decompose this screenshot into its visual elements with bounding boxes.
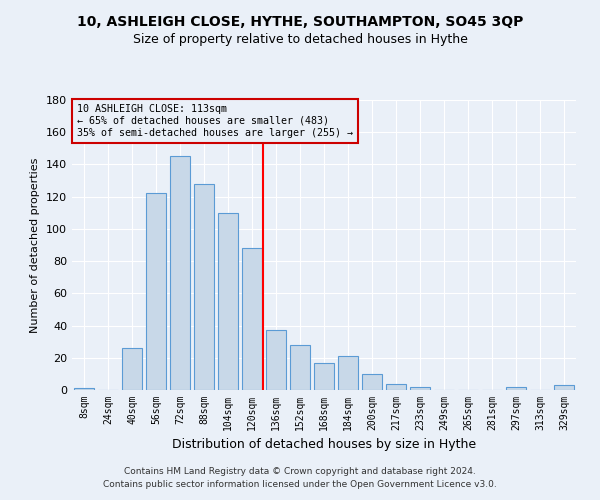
- Bar: [122, 348, 142, 390]
- Bar: [170, 156, 190, 390]
- Text: 10, ASHLEIGH CLOSE, HYTHE, SOUTHAMPTON, SO45 3QP: 10, ASHLEIGH CLOSE, HYTHE, SOUTHAMPTON, …: [77, 15, 523, 29]
- Bar: [506, 387, 526, 390]
- Bar: [194, 184, 214, 390]
- Bar: [410, 387, 430, 390]
- Bar: [146, 194, 166, 390]
- Bar: [74, 388, 94, 390]
- Text: Size of property relative to detached houses in Hythe: Size of property relative to detached ho…: [133, 32, 467, 46]
- Bar: [314, 362, 334, 390]
- Bar: [218, 213, 238, 390]
- Bar: [266, 330, 286, 390]
- Text: Contains HM Land Registry data © Crown copyright and database right 2024.: Contains HM Land Registry data © Crown c…: [124, 467, 476, 476]
- Bar: [338, 356, 358, 390]
- Bar: [554, 385, 574, 390]
- X-axis label: Distribution of detached houses by size in Hythe: Distribution of detached houses by size …: [172, 438, 476, 452]
- Bar: [290, 345, 310, 390]
- Text: 10 ASHLEIGH CLOSE: 113sqm
← 65% of detached houses are smaller (483)
35% of semi: 10 ASHLEIGH CLOSE: 113sqm ← 65% of detac…: [77, 104, 353, 138]
- Text: Contains public sector information licensed under the Open Government Licence v3: Contains public sector information licen…: [103, 480, 497, 489]
- Bar: [242, 248, 262, 390]
- Y-axis label: Number of detached properties: Number of detached properties: [31, 158, 40, 332]
- Bar: [362, 374, 382, 390]
- Bar: [386, 384, 406, 390]
